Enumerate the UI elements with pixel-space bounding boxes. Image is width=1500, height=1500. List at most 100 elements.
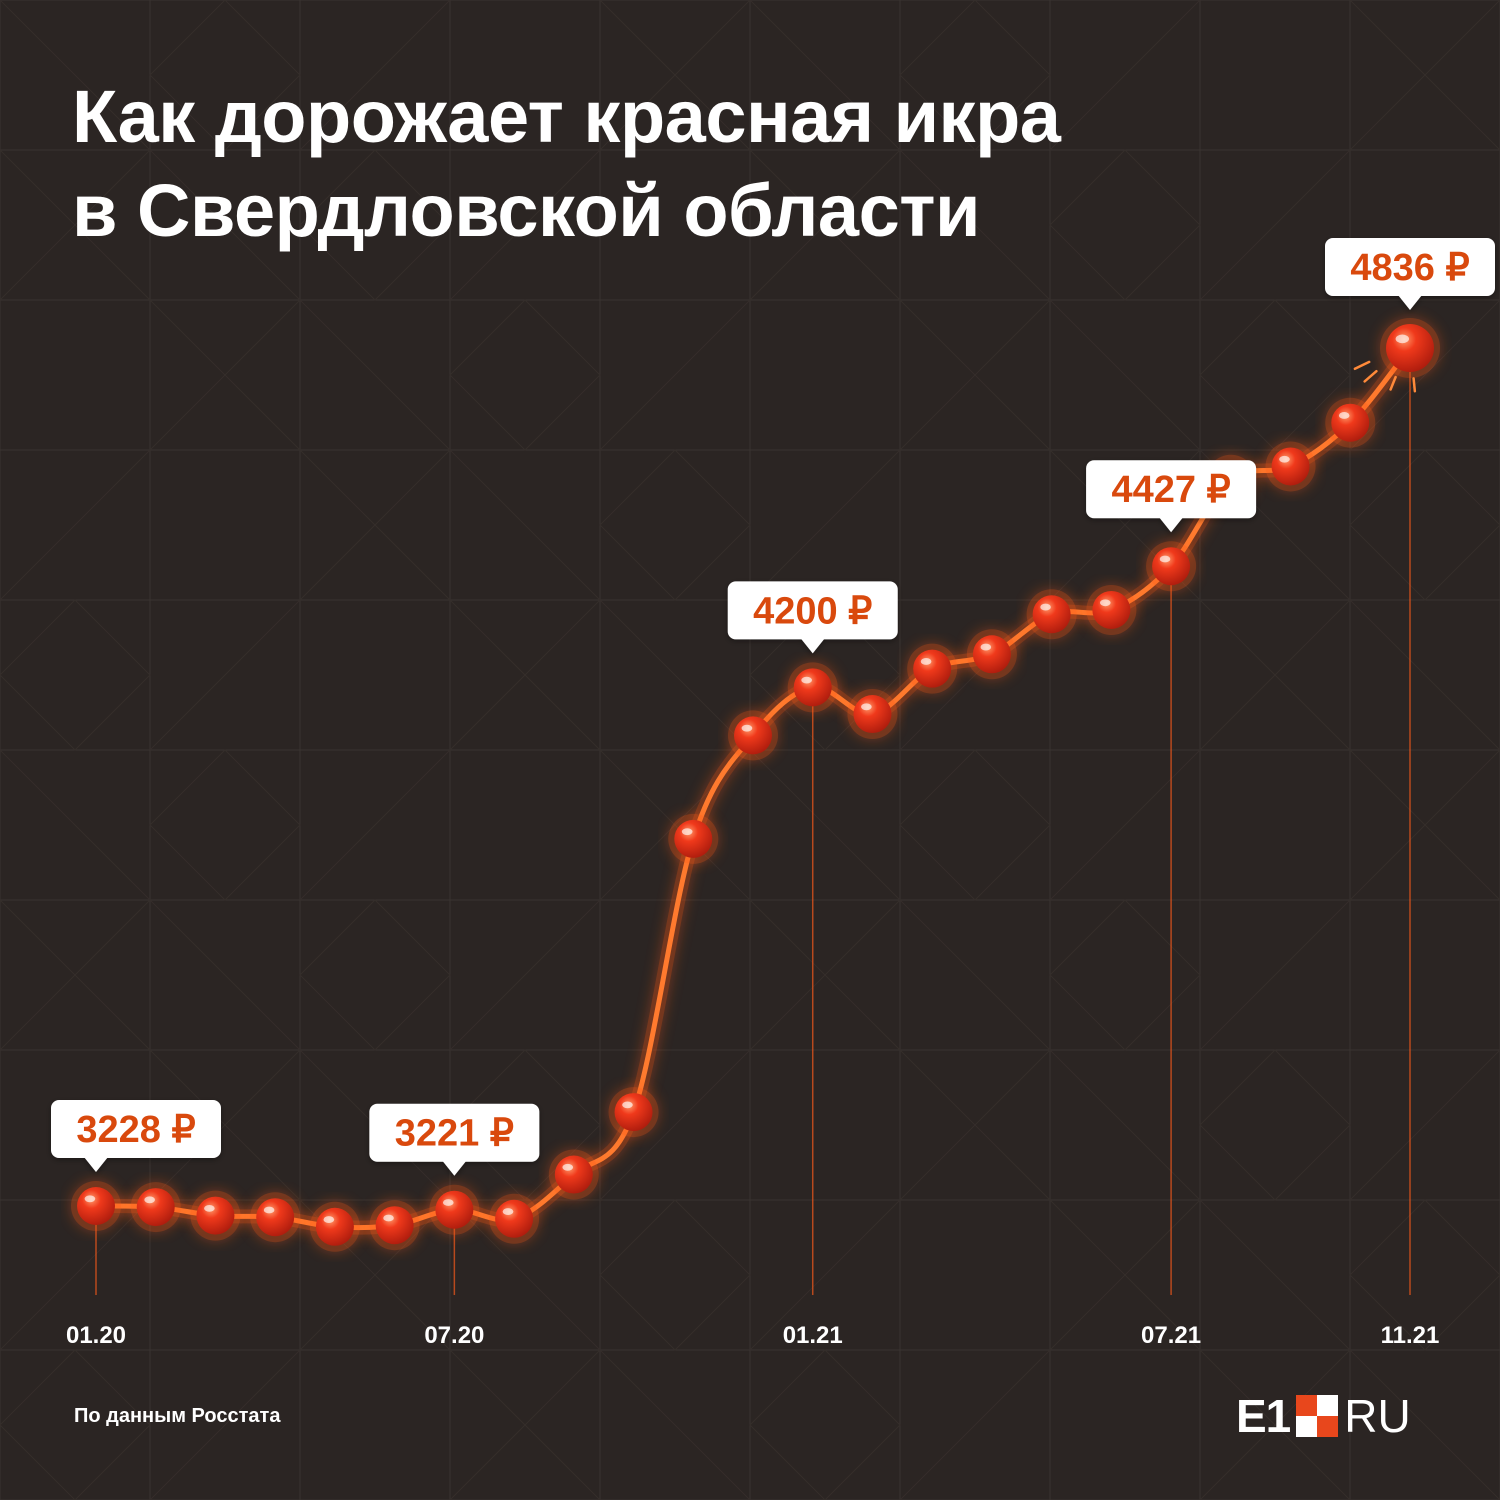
bg-pattern-shape: [599, 1349, 751, 1500]
data-point: [972, 635, 1011, 674]
value-callout: 3221 ₽: [369, 1103, 540, 1176]
bg-pattern-shape: [0, 1349, 151, 1500]
bg-pattern-shape: [1199, 299, 1351, 451]
data-point-highlight: [84, 1195, 96, 1203]
data-point-highlight: [1159, 555, 1171, 563]
bg-pattern-shape: [749, 149, 901, 301]
data-point: [913, 649, 952, 688]
data-point: [256, 1198, 295, 1237]
bg-pattern-shape: [1349, 1349, 1500, 1500]
bg-pattern-shape: [899, 299, 1051, 451]
x-tick-label: 11.21: [1381, 1322, 1440, 1349]
data-point-highlight: [861, 703, 872, 711]
bg-pattern-shape: [1349, 749, 1500, 901]
bg-pattern-shape: [449, 1349, 601, 1500]
spark-line: [1363, 369, 1378, 383]
value-callout: 4836 ₽: [1325, 238, 1495, 310]
bg-pattern-shape: [299, 449, 451, 601]
callout-value-label: 3221 ₽: [395, 1113, 514, 1155]
bg-pattern-shape: [149, 149, 301, 301]
bg-pattern-shape: [749, 449, 901, 601]
data-point: [1092, 590, 1131, 629]
bg-pattern-shape: [1349, 599, 1500, 751]
chart-title: Как дорожает красная икра в Свердловской…: [72, 70, 1061, 258]
bg-pattern-shape: [449, 299, 601, 451]
data-point: [77, 1187, 115, 1225]
e1-logo: E1 RU: [1236, 1392, 1411, 1440]
bg-pattern-shape: [749, 899, 901, 1051]
logo-e1-text: E1: [1236, 1390, 1291, 1442]
data-point-highlight: [204, 1204, 215, 1212]
data-point-highlight: [622, 1101, 633, 1109]
data-point: [435, 1190, 474, 1229]
bg-pattern-shape: [299, 299, 451, 451]
data-point: [674, 819, 713, 858]
title-line-2: в Свердловской области: [72, 169, 980, 252]
bg-pattern-shape: [599, 449, 751, 601]
bg-pattern-shape: [0, 899, 151, 1051]
bg-pattern-shape: [749, 749, 901, 901]
bg-pattern-shape: [1049, 0, 1201, 151]
data-point-highlight: [741, 724, 753, 732]
bg-pattern-shape: [749, 1199, 901, 1351]
data-point-highlight: [144, 1196, 155, 1204]
bg-pattern-shape: [1049, 1199, 1201, 1351]
callout-value-label: 4836 ₽: [1350, 247, 1469, 289]
bg-pattern-shape: [149, 599, 301, 751]
bg-pattern-shape: [1349, 1199, 1500, 1351]
data-point-highlight: [323, 1216, 335, 1224]
bg-pattern-shape: [599, 0, 751, 151]
x-tick-label: 07.21: [1141, 1322, 1201, 1349]
callout-box: [727, 581, 898, 640]
bg-pattern-shape: [1349, 449, 1500, 601]
bg-pattern-shape: [1349, 1049, 1500, 1201]
callout-box: [1086, 460, 1257, 519]
data-point-highlight: [383, 1214, 394, 1222]
bg-pattern-shape: [299, 0, 451, 151]
callout-pointer: [84, 1157, 108, 1172]
callout-pointer: [442, 1160, 467, 1176]
bg-pattern-shape: [599, 599, 751, 751]
bg-pattern-shape: [149, 1349, 301, 1500]
bg-pattern-shape: [149, 899, 301, 1051]
bg-pattern-shape: [449, 449, 601, 601]
data-point: [1331, 403, 1370, 442]
value-callout: 4200 ₽: [727, 581, 898, 654]
bg-pattern-shape: [0, 149, 151, 301]
data-point: [1152, 547, 1191, 586]
data-point: [793, 668, 832, 707]
data-point-highlight: [1099, 599, 1111, 607]
data-point-highlight: [1395, 334, 1410, 344]
title-line-1: Как дорожает красная икра: [72, 75, 1061, 158]
data-point-highlight: [920, 658, 932, 665]
data-point-highlight: [681, 828, 693, 836]
bg-pattern-shape: [1199, 599, 1351, 751]
data-point: [554, 1155, 593, 1194]
data-point-highlight: [442, 1199, 454, 1206]
bg-pattern-shape: [1049, 149, 1201, 301]
bg-pattern-shape: [1049, 749, 1201, 901]
data-point: [1032, 595, 1071, 634]
bg-pattern-shape: [899, 0, 1051, 151]
data-point-highlight: [502, 1208, 514, 1216]
callout-value-label: 4200 ₽: [753, 590, 872, 632]
bg-pattern-shape: [149, 0, 301, 151]
bg-pattern-shape: [149, 749, 301, 901]
data-point-highlight: [263, 1206, 275, 1214]
bg-pattern-shape: [899, 1049, 1051, 1201]
callout-box: [369, 1103, 540, 1162]
data-point-highlight: [801, 676, 812, 684]
bg-pattern-shape: [0, 599, 151, 751]
bg-pattern-shape: [1049, 899, 1201, 1051]
bg-pattern-shape: [899, 899, 1051, 1051]
data-point: [1271, 447, 1310, 486]
bg-pattern-shape: [1199, 149, 1351, 301]
bg-pattern-shape: [1049, 299, 1201, 451]
data-point-highlight: [562, 1163, 574, 1171]
data-point: [315, 1207, 354, 1246]
bg-pattern-shape: [899, 749, 1051, 901]
data-point: [853, 695, 892, 734]
bg-pattern-shape: [749, 1349, 901, 1500]
